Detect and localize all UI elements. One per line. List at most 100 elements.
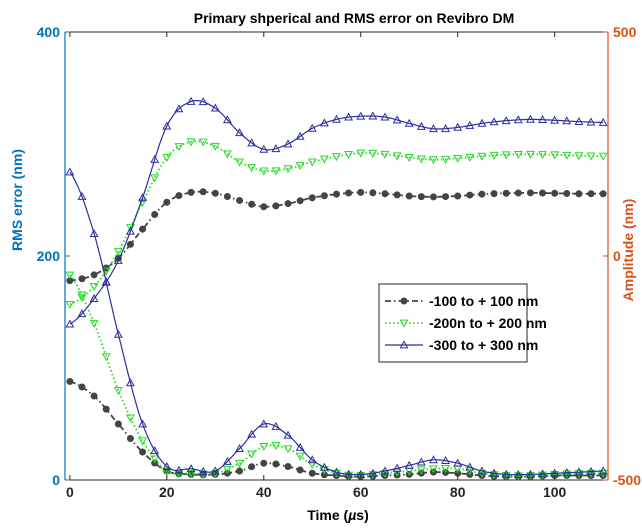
series-1-amplitude-point bbox=[187, 188, 195, 196]
series-3-rms-point bbox=[501, 469, 511, 478]
series-1-amplitude-point bbox=[199, 188, 207, 196]
series-1-amplitude-point bbox=[308, 194, 316, 202]
series-1-amplitude-line bbox=[69, 190, 604, 282]
series-2-rms-point bbox=[307, 460, 317, 469]
series-1-amplitude-point bbox=[126, 240, 134, 248]
series-3-amplitude-point bbox=[162, 121, 172, 130]
series-3-rms-point bbox=[598, 466, 608, 475]
series-3-amplitude-point bbox=[295, 131, 305, 140]
series-3-amplitude-point bbox=[126, 226, 135, 235]
series-2-amplitude-point bbox=[441, 155, 451, 164]
series-2-rms-point bbox=[525, 472, 535, 481]
series-3-amplitude-point bbox=[89, 293, 99, 302]
series-3-amplitude-point bbox=[235, 128, 244, 137]
series-2-rms-point bbox=[489, 471, 499, 480]
series-1-amplitude-point bbox=[320, 192, 328, 200]
series-3 bbox=[65, 96, 608, 479]
legend-entry-label: -200n to + 200 nm bbox=[429, 315, 547, 331]
series-2-amplitude-point bbox=[586, 152, 596, 161]
legend-swatch-marker bbox=[399, 340, 409, 349]
series-2-amplitude-point bbox=[150, 174, 160, 183]
series-3-rms-point bbox=[65, 167, 75, 176]
series-1-rms-point bbox=[284, 463, 292, 471]
series-1-rms-point bbox=[139, 448, 147, 456]
series-3-rms-point bbox=[525, 469, 535, 478]
series-3-rms-point bbox=[538, 469, 547, 478]
series-1-rms-point bbox=[114, 420, 122, 428]
series-3-rms-point bbox=[295, 442, 305, 451]
series-3-rms-point bbox=[101, 277, 111, 286]
x-tick-label: 40 bbox=[256, 484, 272, 500]
series-layer bbox=[65, 96, 608, 481]
series-3-rms-point bbox=[574, 467, 584, 476]
series-1-amplitude-point bbox=[502, 189, 510, 197]
series-2-rms-point bbox=[113, 387, 123, 396]
series-1-amplitude-point bbox=[369, 189, 377, 197]
series-3-amplitude-point bbox=[247, 138, 257, 147]
series-1-amplitude-point bbox=[551, 189, 559, 197]
series-3-rms-point bbox=[453, 458, 463, 467]
series-3-rms-point bbox=[222, 456, 232, 465]
series-2-amplitude-point bbox=[235, 158, 244, 167]
legend-swatch-marker bbox=[400, 297, 408, 305]
series-3-amplitude-point bbox=[404, 118, 414, 127]
series-2-amplitude-point bbox=[416, 155, 426, 164]
series-2-amplitude-point bbox=[65, 301, 75, 310]
series-1-amplitude-point bbox=[526, 189, 534, 197]
series-3-rms-point bbox=[368, 468, 378, 477]
series-2-rms-point bbox=[392, 468, 402, 477]
series-3-rms-point bbox=[174, 465, 184, 474]
series-2-amplitude-point bbox=[101, 267, 111, 276]
series-2-rms-point bbox=[150, 455, 160, 464]
right-y-axis-label: Amplitude (nm) bbox=[620, 199, 636, 302]
series-2-amplitude-point bbox=[259, 167, 269, 176]
right-y-tick-label: 0 bbox=[613, 248, 621, 264]
plot-frame bbox=[64, 31, 609, 481]
series-2-amplitude-point bbox=[319, 155, 329, 164]
series-2-amplitude-point bbox=[550, 151, 560, 160]
series-3-amplitude-point bbox=[344, 112, 354, 121]
series-2-amplitude-point bbox=[392, 152, 402, 161]
series-1-rms-point bbox=[126, 435, 134, 443]
series-2-rms-point bbox=[222, 465, 232, 474]
series-2-amplitude-point bbox=[489, 151, 499, 160]
series-2-rms-point bbox=[550, 471, 560, 480]
series-3-rms-point bbox=[380, 466, 390, 475]
series-3-rms-point bbox=[77, 191, 87, 200]
series-3-amplitude-point bbox=[538, 115, 547, 124]
series-3-rms-point bbox=[259, 419, 269, 428]
series-3-amplitude-point bbox=[332, 114, 341, 123]
series-1-amplitude-point bbox=[429, 193, 437, 201]
series-2-rms-point bbox=[126, 414, 135, 423]
series-2-rms-point bbox=[332, 469, 341, 478]
series-2-amplitude-point bbox=[247, 164, 257, 173]
series-2-amplitude-point bbox=[210, 142, 220, 151]
series-1-amplitude-point bbox=[466, 191, 474, 199]
series-2-amplitude-point bbox=[89, 283, 99, 292]
series-1-amplitude-point bbox=[211, 189, 219, 197]
left-y-tick-label: 200 bbox=[37, 248, 61, 264]
chart-title: Primary shperical and RMS error on Revib… bbox=[194, 10, 515, 26]
series-3-rms-point bbox=[307, 455, 317, 464]
series-3-amplitude-point bbox=[574, 116, 584, 125]
series-2-amplitude-point bbox=[368, 149, 378, 158]
series-1-rms-point bbox=[272, 460, 280, 468]
series-3-rms-point bbox=[210, 466, 220, 475]
series-2-rms-point bbox=[138, 437, 148, 446]
series-2-amplitude-point bbox=[77, 294, 87, 303]
series-2-rms-point bbox=[513, 472, 523, 481]
series-2-amplitude-point bbox=[380, 150, 390, 159]
series-2-rms-point bbox=[259, 443, 269, 452]
series-2-rms-point bbox=[65, 271, 75, 280]
series-2-amplitude-point bbox=[283, 165, 293, 174]
series-2-rms-point bbox=[162, 467, 172, 476]
series-1-amplitude-point bbox=[587, 190, 595, 198]
series-1-rms-point bbox=[236, 467, 244, 475]
series-2-amplitude-point bbox=[562, 151, 572, 160]
series-1-amplitude-point bbox=[599, 190, 607, 198]
series-3-rms-point bbox=[416, 457, 426, 466]
series-1-amplitude-point bbox=[514, 189, 522, 197]
series-1-amplitude-point bbox=[442, 193, 450, 201]
series-1-amplitude-point bbox=[223, 193, 231, 201]
series-2-amplitude-point bbox=[162, 154, 172, 163]
